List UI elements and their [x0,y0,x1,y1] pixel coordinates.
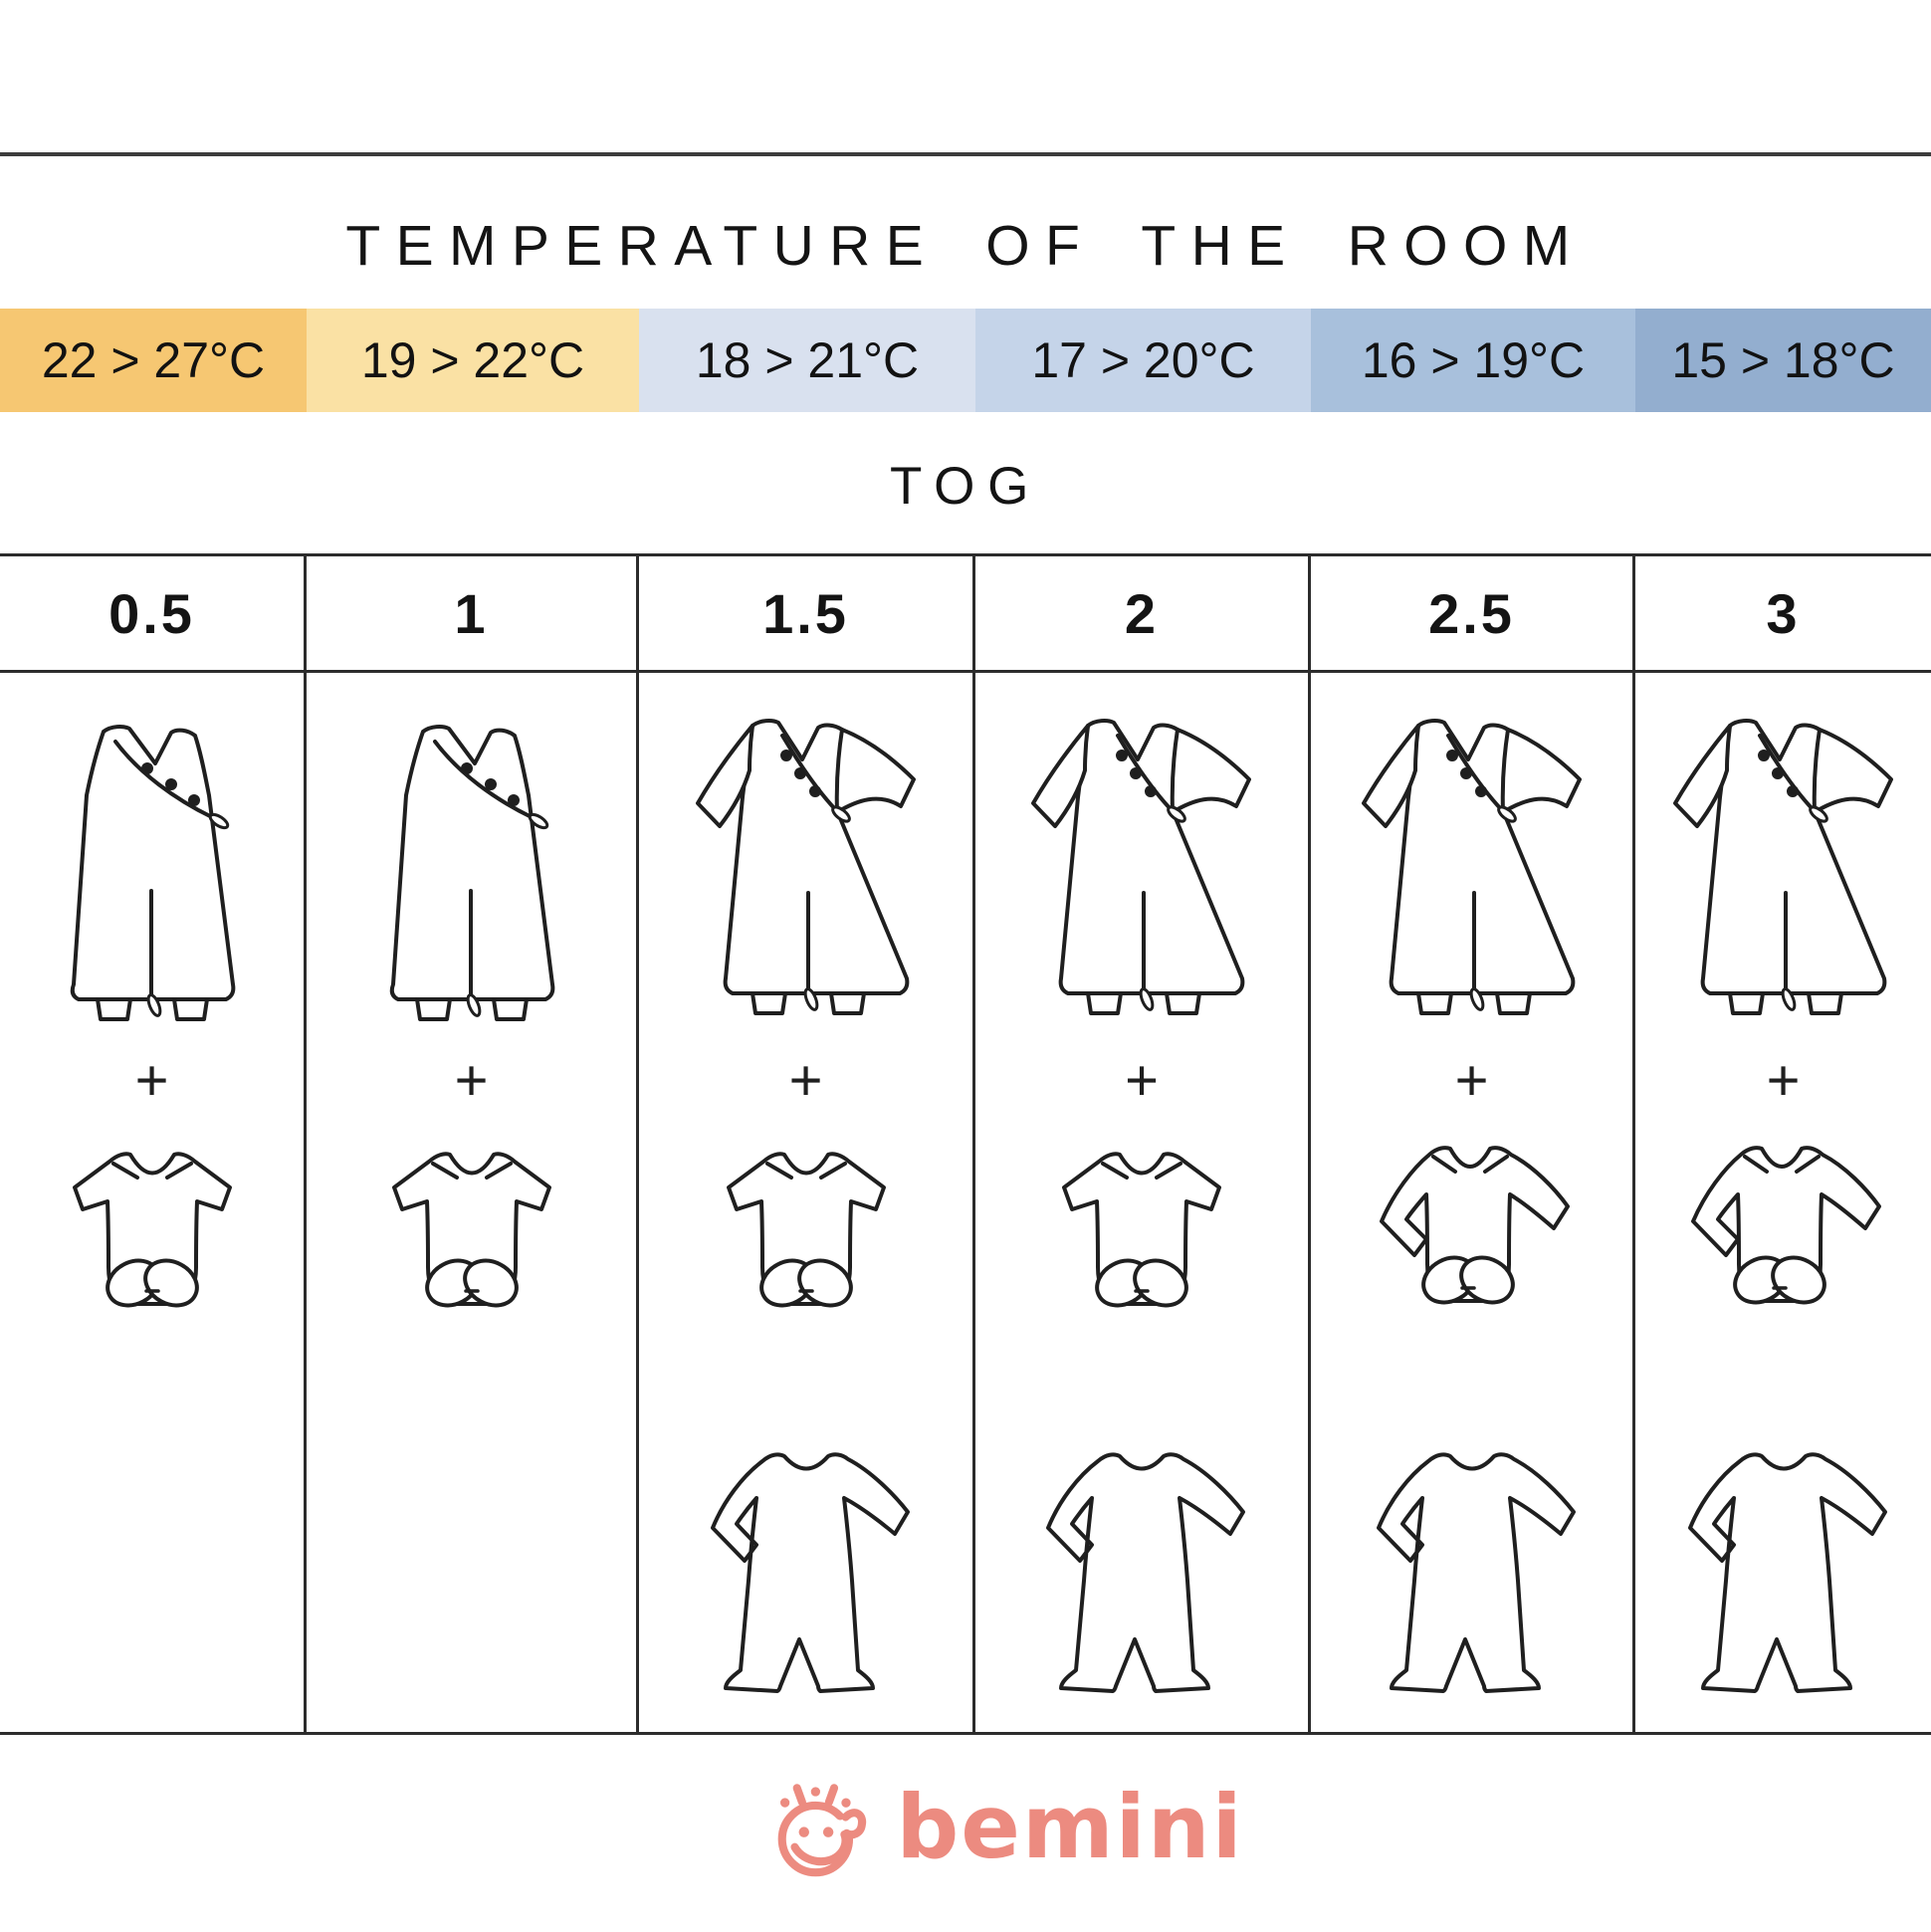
temp-range-cell: 17 > 20°C [975,309,1311,412]
tog-column-items: + [1635,676,1931,1732]
sleeping-bag-long-sleeve-icon [975,712,1308,1022]
tog-column: 2 + [975,556,1311,1732]
brand-footer: bemini [38,1770,1931,1885]
plus-sign: + [1125,1047,1159,1113]
temp-range-cell: 15 > 18°C [1635,309,1931,412]
tog-column: 2.5 + [1311,556,1635,1732]
tog-value: 1 [307,556,636,673]
tog-value: 0.5 [0,556,304,673]
bodysuit-short-sleeve-icon [639,1142,972,1349]
temp-range-cell: 19 > 22°C [307,309,639,412]
tog-column-items: + [307,676,636,1732]
tog-column-items: + [639,676,972,1732]
tog-column-items: + [975,676,1308,1732]
temp-range-cell: 16 > 19°C [1311,309,1635,412]
tog-column-items: + [1311,676,1632,1732]
temp-range-label: 15 > 18°C [1671,332,1895,388]
sleeping-bag-sleeveless-icon [307,712,636,1022]
tog-table: 0.5 +1 +1.5 +2 +2.5 +3 + [0,553,1931,1735]
sleeping-bag-sleeveless-icon [0,712,304,1022]
bodysuit-long-sleeve-icon [1311,1142,1632,1349]
tog-value: 2.5 [1311,556,1632,673]
top-divider [0,152,1931,156]
temp-range-label: 16 > 19°C [1361,332,1586,388]
temp-range-label: 18 > 21°C [695,332,920,388]
smiley-face-icon [777,1784,867,1877]
temp-range-label: 22 > 27°C [41,332,266,388]
brand-name: bemini [896,1776,1244,1878]
plus-sign: + [788,1047,823,1113]
plus-sign: + [134,1047,169,1113]
plus-sign: + [454,1047,489,1113]
tog-value: 1.5 [639,556,972,673]
sleeping-bag-long-sleeve-icon [1311,712,1632,1022]
tog-column: 1.5 + [639,556,975,1732]
pajamas-footed-icon [1635,1445,1931,1696]
bodysuit-short-sleeve-icon [307,1142,636,1349]
tog-value: 2 [975,556,1308,673]
plus-sign: + [1454,1047,1489,1113]
sleeping-bag-long-sleeve-icon [639,712,972,1022]
temp-range-label: 17 > 20°C [1031,332,1255,388]
pajamas-footed-icon [639,1445,972,1696]
bodysuit-short-sleeve-icon [975,1142,1308,1349]
bodysuit-long-sleeve-icon [1635,1142,1931,1349]
tog-column: 3 + [1635,556,1931,1732]
tog-section-title: TOG [889,457,1042,516]
tog-column-items: + [0,676,304,1732]
bodysuit-short-sleeve-icon [0,1142,304,1349]
tog-column: 0.5 + [0,556,307,1732]
tog-value: 3 [1635,556,1931,673]
plus-sign: + [1766,1047,1801,1113]
temp-range-cell: 22 > 27°C [0,309,307,412]
page-title: TEMPERATURE OF THE ROOM [345,214,1586,278]
tog-column: 1 + [307,556,639,1732]
temperature-band: 22 > 27°C 19 > 22°C 18 > 21°C 17 > 20°C 16 >… [0,309,1931,412]
temp-range-label: 19 > 22°C [360,332,585,388]
pajamas-footed-icon [975,1445,1308,1696]
sleeping-bag-long-sleeve-icon [1635,712,1931,1022]
temp-range-cell: 18 > 21°C [639,309,975,412]
pajamas-footed-icon [1311,1445,1632,1696]
